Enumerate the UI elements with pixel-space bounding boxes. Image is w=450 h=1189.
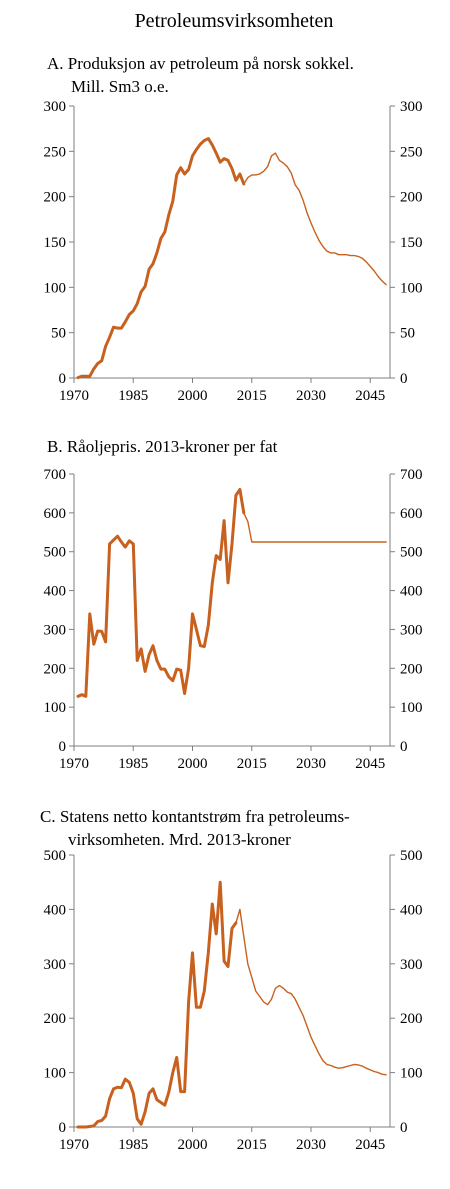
panel-b-y-tick-label-left: 0 (59, 739, 67, 755)
panel-a-y-tick-label-left: 250 (44, 144, 67, 160)
panel-a-y-tick-label-left: 200 (44, 190, 67, 206)
panel-b-y-tick-label-right: 0 (400, 739, 408, 755)
panel-c-x-tick-label: 1970 (59, 1137, 89, 1153)
panel-a-y-tick-label-left: 150 (44, 235, 67, 251)
panel-c-x-tick-label: 2030 (296, 1137, 326, 1153)
figure-title: Petroleumsvirksomheten (135, 10, 334, 32)
panel-a-x-tick-label: 2045 (355, 388, 385, 404)
panel-b-x-tick-label: 1970 (59, 756, 89, 772)
panel-c-x-tick-label: 2015 (237, 1137, 267, 1153)
panel-c-x-tick-label: 1985 (118, 1137, 148, 1153)
panel-b-y-tick-label-right: 600 (400, 506, 423, 522)
panel-a-y-tick-label-left: 300 (44, 99, 67, 115)
panel-b-y-tick-label-left: 400 (44, 584, 67, 600)
panel-c: C. Statens netto kontantstrøm fra petrol… (40, 807, 423, 1153)
panel-c-y-tick-label-right: 300 (400, 957, 423, 973)
panel-a-y-tick-label-right: 50 (400, 326, 415, 342)
panel-b-y-tick-label-left: 500 (44, 545, 67, 561)
chart-oil-price: 0 0 100 100 200 200 300 300 400 400 500 500 600 600 70… (44, 467, 423, 772)
panel-a-y-tick-label-left: 100 (44, 280, 67, 296)
panel-c-y-tick-label-right: 200 (400, 1011, 423, 1027)
panel-a-x-tick-label: 2030 (296, 388, 326, 404)
panel-b-title-line-1: B. Råoljepris. 2013-kroner per fat (47, 437, 278, 456)
panel-a-historical-line (76, 137, 246, 380)
panel-b-y-tick-label-right: 400 (400, 584, 423, 600)
panel-b-y-tick-label-right: 300 (400, 622, 423, 638)
panel-c-y-tick-label-left: 300 (44, 957, 67, 973)
panel-a-y-tick-label-left: 50 (51, 326, 66, 342)
panel-c-y-tick-label-left: 0 (59, 1120, 67, 1136)
panel-b-y-tick-label-right: 100 (400, 700, 423, 716)
panel-b-y-tick-label-left: 200 (44, 661, 67, 677)
panel-a-x-tick-label: 2015 (237, 388, 267, 404)
panel-c-x-tick-label: 2045 (355, 1137, 385, 1153)
panel-a-y-tick-label-right: 0 (400, 371, 408, 387)
panel-b-y-tick-label-right: 700 (400, 467, 423, 483)
panel-c-x-tick-label: 2000 (178, 1137, 208, 1153)
panel-b-y-tick-label-left: 100 (44, 700, 67, 716)
panel-b-y-tick-label-right: 200 (400, 661, 423, 677)
panel-b-projection-line (243, 512, 387, 543)
panel-a-y-tick-label-left: 0 (59, 371, 67, 387)
chart-production: 0 0 50 50 100 100 150 150 200 200 250 250 300 300 1970… (44, 99, 423, 404)
panel-a-projection-line (243, 152, 387, 286)
panel-c-historical-line (76, 880, 238, 1129)
panel-b-y-tick-label-left: 700 (44, 467, 67, 483)
panel-c-y-tick-label-right: 0 (400, 1120, 408, 1136)
panel-c-title-line-1: C. Statens netto kontantstrøm fra petrol… (40, 807, 350, 826)
panel-b-y-tick-label-right: 500 (400, 545, 423, 561)
panel-a-x-tick-label: 1970 (59, 388, 89, 404)
panel-a-y-tick-label-right: 150 (400, 235, 423, 251)
panel-c-projection-line (235, 908, 387, 1076)
panel-a-x-tick-label: 1985 (118, 388, 148, 404)
panel-b-x-tick-label: 2000 (178, 756, 208, 772)
panel-c-y-tick-label-left: 500 (44, 848, 67, 864)
panel-a-y-tick-label-right: 100 (400, 280, 423, 296)
panel-a-title-line-1: A. Produksjon av petroleum på norsk sokk… (47, 54, 354, 73)
panel-c-y-tick-label-left: 100 (44, 1066, 67, 1082)
panel-c-title-line-2: virksomheten. Mrd. 2013-kroner (68, 830, 291, 849)
panel-a-x-tick-label: 2000 (178, 388, 208, 404)
panel-b-x-tick-label: 2045 (355, 756, 385, 772)
panel-a-title-line-2: Mill. Sm3 o.e. (71, 77, 169, 96)
panel-b-x-tick-label: 2015 (237, 756, 267, 772)
chart-cash-flow: 0 0 100 100 200 200 300 300 400 400 500 500 1970 1985… (44, 848, 423, 1153)
panel-b-x-tick-label: 1985 (118, 756, 148, 772)
panel-a-y-tick-label-right: 250 (400, 144, 423, 160)
panel-c-y-tick-label-right: 400 (400, 902, 423, 918)
panel-b-y-tick-label-left: 600 (44, 506, 67, 522)
panel-c-y-tick-label-right: 500 (400, 848, 423, 864)
panel-c-y-tick-label-left: 400 (44, 902, 67, 918)
panel-a-y-tick-label-right: 300 (400, 99, 423, 115)
panel-b-historical-line (76, 488, 246, 698)
panel-a-y-tick-label-right: 200 (400, 190, 423, 206)
panel-b-y-tick-label-left: 300 (44, 622, 67, 638)
panel-b: B. Råoljepris. 2013-kroner per fat 0 0 100… (44, 437, 423, 772)
panel-b-x-tick-label: 2030 (296, 756, 326, 772)
panel-a: A. Produksjon av petroleum på norsk sokk… (44, 54, 423, 404)
panel-c-y-tick-label-left: 200 (44, 1011, 67, 1027)
panel-c-y-tick-label-right: 100 (400, 1066, 423, 1082)
